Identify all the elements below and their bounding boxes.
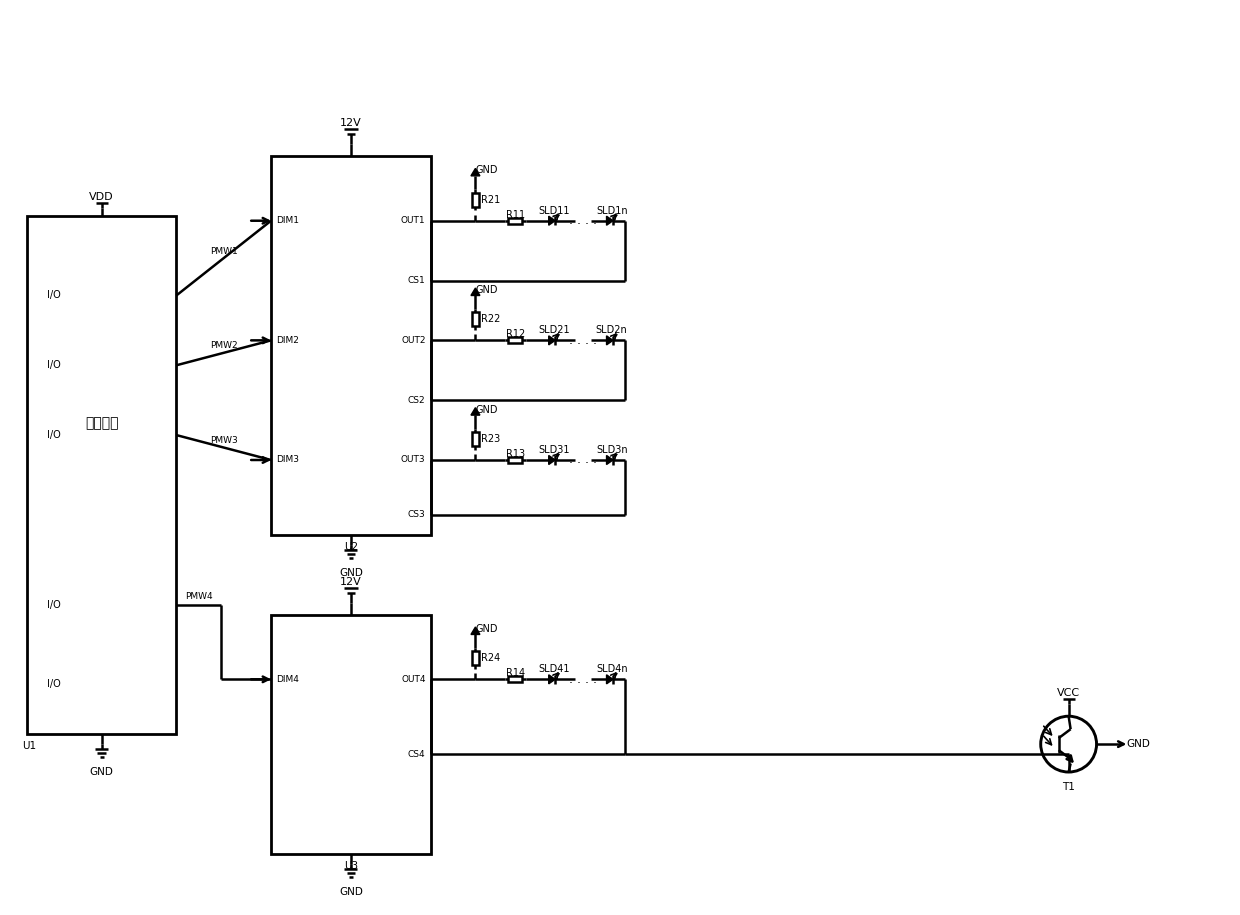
Text: R14: R14: [506, 668, 525, 678]
Text: 12V: 12V: [340, 576, 362, 587]
Text: GND: GND: [339, 567, 363, 577]
Text: CS3: CS3: [408, 511, 425, 520]
Polygon shape: [471, 168, 480, 176]
Text: SLD2n: SLD2n: [596, 325, 627, 335]
Text: SLD3n: SLD3n: [596, 445, 627, 455]
Text: R22: R22: [481, 315, 501, 325]
Polygon shape: [471, 408, 480, 415]
Polygon shape: [606, 336, 613, 345]
Text: . . . .: . . . .: [569, 454, 598, 467]
Text: 12V: 12V: [340, 118, 362, 128]
Text: T1: T1: [1063, 782, 1075, 792]
Bar: [472, 193, 479, 207]
Polygon shape: [549, 336, 556, 345]
Text: CS2: CS2: [408, 395, 425, 404]
Text: PMW1: PMW1: [210, 247, 238, 255]
Polygon shape: [549, 674, 556, 684]
Text: R11: R11: [506, 210, 525, 220]
Text: SLD11: SLD11: [538, 206, 569, 216]
Text: GND: GND: [475, 285, 497, 295]
Text: I/O: I/O: [47, 430, 61, 440]
Bar: [508, 457, 522, 463]
Text: U2: U2: [343, 542, 358, 552]
Text: I/O: I/O: [47, 361, 61, 371]
Bar: [472, 432, 479, 446]
Text: DIM3: DIM3: [277, 456, 299, 465]
Text: GND: GND: [1126, 739, 1151, 749]
Polygon shape: [549, 456, 556, 465]
Text: R21: R21: [481, 195, 501, 205]
Bar: [508, 676, 522, 683]
Polygon shape: [549, 216, 556, 225]
Text: OUT1: OUT1: [401, 216, 425, 225]
Text: PMW4: PMW4: [185, 592, 212, 601]
Bar: [27, 216, 176, 734]
Text: R12: R12: [506, 329, 525, 339]
Text: GND: GND: [475, 166, 497, 176]
Text: GND: GND: [475, 624, 497, 634]
Polygon shape: [606, 216, 613, 225]
Text: DIM2: DIM2: [277, 336, 299, 345]
Text: SLD4n: SLD4n: [596, 664, 627, 674]
Polygon shape: [606, 674, 613, 684]
Text: PMW3: PMW3: [210, 436, 238, 445]
Text: CS1: CS1: [408, 276, 425, 285]
Text: GND: GND: [339, 887, 363, 897]
Text: R24: R24: [481, 653, 501, 663]
Text: R23: R23: [481, 434, 501, 444]
Polygon shape: [606, 456, 613, 465]
Bar: [472, 312, 479, 327]
Bar: [272, 156, 430, 534]
Text: I/O: I/O: [47, 599, 61, 609]
Text: DIM1: DIM1: [277, 216, 299, 225]
Text: CS4: CS4: [408, 749, 425, 759]
Bar: [508, 338, 522, 343]
Text: GND: GND: [475, 404, 497, 414]
Text: I/O: I/O: [47, 679, 61, 689]
Text: GND: GND: [89, 767, 114, 777]
Text: PMW2: PMW2: [210, 341, 238, 350]
Bar: [472, 651, 479, 665]
Text: . . . .: . . . .: [569, 214, 598, 227]
Text: DIM4: DIM4: [277, 675, 299, 684]
Polygon shape: [471, 627, 480, 634]
Text: 微控制器: 微控制器: [84, 416, 118, 430]
Text: . . . .: . . . .: [569, 673, 598, 686]
Text: VCC: VCC: [1056, 688, 1080, 698]
Text: VDD: VDD: [89, 192, 114, 202]
Text: R13: R13: [506, 449, 525, 459]
Text: U3: U3: [343, 861, 358, 871]
Text: SLD41: SLD41: [538, 664, 569, 674]
Text: . . . .: . . . .: [569, 334, 598, 347]
Text: OUT4: OUT4: [401, 675, 425, 684]
Text: U1: U1: [22, 741, 36, 751]
Text: OUT2: OUT2: [401, 336, 425, 345]
Bar: [272, 615, 430, 854]
Text: SLD21: SLD21: [538, 325, 569, 335]
Text: SLD31: SLD31: [538, 445, 569, 455]
Text: OUT3: OUT3: [401, 456, 425, 465]
Text: SLD1n: SLD1n: [596, 206, 627, 216]
Bar: [508, 218, 522, 223]
Text: I/O: I/O: [47, 290, 61, 300]
Polygon shape: [471, 288, 480, 296]
